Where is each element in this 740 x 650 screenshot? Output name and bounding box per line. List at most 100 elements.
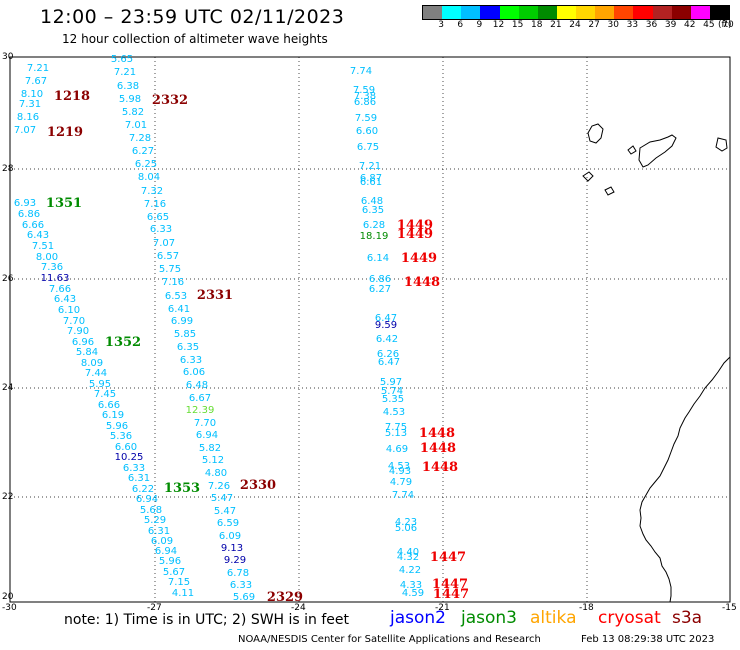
african-coastline: [639, 356, 731, 603]
wave-height-reading: 7.21: [27, 63, 49, 74]
wave-height-reading: 4.23: [395, 517, 417, 528]
wave-height-reading: 5.96: [159, 556, 181, 567]
lat-label: 22: [2, 492, 14, 502]
wave-height-reading: 6.67: [189, 393, 211, 404]
wave-height-reading: 5.47: [211, 493, 233, 504]
wave-height-reading: 4.69: [386, 444, 408, 455]
legend-altika: altika: [530, 608, 577, 628]
pass-time-label: 1447: [430, 550, 466, 565]
wave-height-reading: 7.70: [194, 418, 216, 429]
colorbar-swatch: [537, 6, 557, 19]
wave-height-reading: 6.47: [375, 313, 397, 324]
colorbar-tick-label: 24: [569, 20, 581, 30]
readings-layer: 7.21 7.67 8.107.31 8.16 7.07 5.65 7.21 6.38 5.98…: [14, 54, 424, 603]
wave-height-reading: 6.42: [376, 334, 398, 345]
wave-height-reading: 6.47: [378, 357, 400, 368]
wave-height-reading: 4.59: [402, 588, 424, 599]
pass-time-layer: 1218 1219 2332 1351 2331 1352 1353 2330 2329 1449…: [46, 89, 469, 605]
wave-height-reading: 6.28: [363, 220, 385, 231]
wave-height-reading: 6.48: [186, 380, 208, 391]
colorbar-tick-label: 21: [550, 20, 562, 30]
pass-time-label: 2329: [267, 590, 303, 605]
wave-height-reading: 6.43: [27, 230, 49, 241]
wave-height-reading: 6.35: [362, 205, 384, 216]
wave-height-reading: 7.31: [19, 99, 41, 110]
wave-height-reading: 18.19: [360, 231, 389, 242]
wave-height-reading: 6.22: [132, 484, 154, 495]
wave-height-reading: 7.51: [32, 241, 54, 252]
wave-height-reading: 6.66: [22, 220, 44, 231]
colorbar-swatch: [614, 6, 634, 19]
colorbar-swatch: [461, 6, 481, 19]
colorbar-tick-label: 33: [626, 20, 639, 30]
wave-height-reading: 5.74: [381, 386, 403, 397]
wave-height-reading: 6.94: [136, 494, 158, 505]
wave-height-reading: 6.25: [135, 159, 157, 170]
wave-height-reading: 5.85: [174, 329, 196, 340]
lon-label: -24: [291, 603, 306, 613]
wave-height-reading: 6.96: [72, 337, 94, 348]
lon-label: -27: [147, 603, 162, 613]
colorbar-tick-label: 18: [531, 20, 543, 30]
colorbar-swatch: [480, 6, 500, 19]
wave-height-reading: 8.00: [36, 252, 58, 263]
wave-height-reading: 5.69: [233, 592, 255, 603]
wave-height-reading: 5.12: [202, 455, 224, 466]
wave-height-reading: 5.47: [214, 506, 236, 517]
lon-label: -15: [722, 603, 737, 613]
colorbar-swatch: [442, 6, 462, 19]
wave-height-reading: 9.29: [224, 555, 246, 566]
wave-height-reading: 6.86: [18, 209, 40, 220]
wave-height-reading: 7.66: [49, 284, 71, 295]
wave-height-reading: 7.44: [85, 368, 107, 379]
colorbar-swatch: [690, 6, 710, 19]
wave-height-reading: 7.16: [144, 199, 166, 210]
legend-jason3: jason3: [461, 608, 517, 628]
wave-height-reading: 6.86: [354, 97, 376, 108]
wave-height-reading: 6.09: [219, 531, 241, 542]
pass-time-label: 1352: [105, 335, 141, 350]
wave-height-reading: 5.75: [159, 264, 181, 275]
lat-label: 30: [2, 52, 14, 62]
wave-height-reading: 6.99: [171, 316, 193, 327]
wave-height-reading: 6.87: [360, 173, 382, 184]
canary-islands: [582, 123, 728, 196]
wave-height-reading: 5.82: [199, 443, 221, 454]
colorbar-tick-label: 3: [438, 20, 444, 30]
lon-label: -30: [2, 603, 17, 613]
colorbar-swatch: [556, 6, 576, 19]
pass-time-label: 1447: [432, 577, 468, 592]
wave-height-reading: 6.78: [227, 568, 249, 579]
wave-height-reading: 5.67: [163, 567, 185, 578]
pass-time-label: 1353: [164, 481, 200, 496]
colorbar-tick-label: 12: [492, 20, 505, 30]
wave-height-reading: 7.74: [392, 490, 414, 501]
wave-height-reading: 5.68: [140, 505, 162, 516]
wave-height-reading: 6.53: [165, 291, 187, 302]
wave-height-reading: 6.93: [14, 198, 36, 209]
wave-height-reading: 7.21: [359, 161, 381, 172]
wave-height-reading: 6.94: [155, 546, 177, 557]
lat-label: 24: [2, 383, 14, 393]
wave-height-reading: 6.38: [117, 81, 139, 92]
colorbar-tick-label: 36: [645, 20, 658, 30]
wave-height-reading: 10.25: [115, 452, 144, 463]
colorbar-swatch: [518, 6, 538, 19]
wave-height-reading: 5.29: [144, 515, 166, 526]
colorbar-tick-label: 27: [588, 20, 600, 30]
wave-height-reading: 6.43: [54, 294, 76, 305]
colorbar-swatch: [652, 6, 672, 19]
wave-height-reading: 4.80: [205, 468, 227, 479]
wave-height-reading: 7.74: [350, 66, 372, 77]
colorbar-swatch: [633, 6, 653, 19]
colorbar-swatch: [499, 6, 519, 19]
wave-height-reading: 6.10: [58, 305, 80, 316]
wave-height-reading: 5.97: [380, 377, 402, 388]
pass-time-label: 1447: [433, 587, 469, 602]
wave-height-reading: 7.45: [94, 389, 116, 400]
wave-height-reading: 6.33: [123, 463, 145, 474]
wave-height-reading: 7.28: [129, 133, 151, 144]
colorbar-tick-label: 42: [684, 20, 696, 30]
wave-height-reading: 6.61: [360, 177, 382, 188]
wave-height-reading: 7.32: [141, 186, 163, 197]
